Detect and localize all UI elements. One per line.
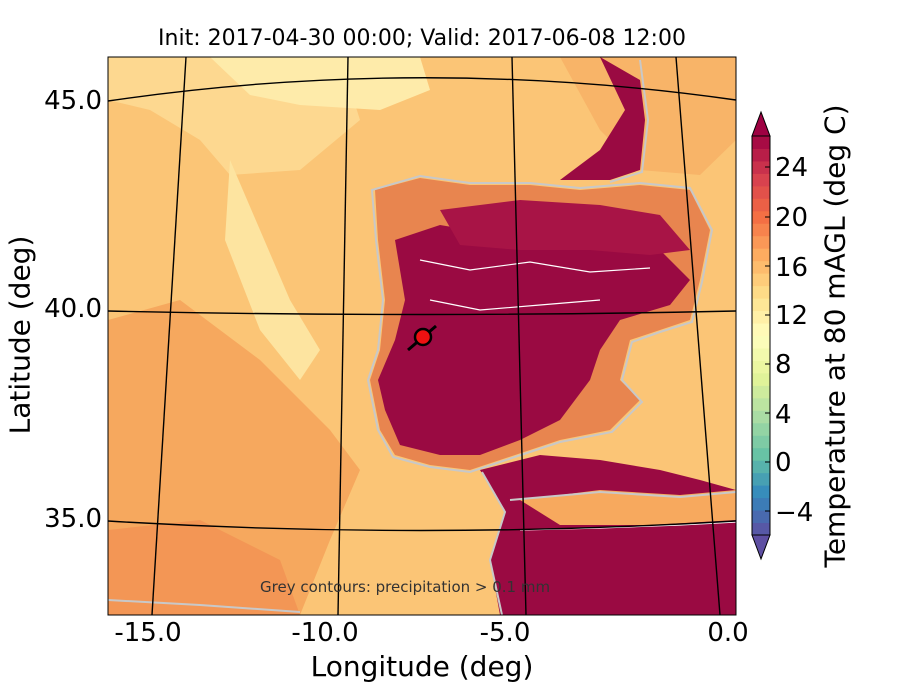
colorbar-segment bbox=[752, 497, 770, 511]
colorbar-segment bbox=[752, 285, 770, 299]
graticule-lon-15 bbox=[151, 57, 187, 615]
colorbar-segment bbox=[752, 210, 770, 224]
x-tick-minus15: -15.0 bbox=[114, 618, 182, 648]
colorbar-segment bbox=[752, 510, 770, 524]
colorbar-tick-16: 16 bbox=[775, 253, 809, 283]
field-coolest-north bbox=[210, 57, 430, 110]
colorbar-tick-20: 20 bbox=[775, 203, 809, 233]
colorbar-segment bbox=[752, 347, 770, 361]
colorbar-segment bbox=[752, 148, 770, 162]
graticule-lat-35 bbox=[108, 520, 736, 532]
colorbar-segment bbox=[752, 260, 770, 274]
field-iberia-hot bbox=[378, 225, 690, 455]
colorbar-segment bbox=[752, 385, 770, 399]
field-mediterranean bbox=[520, 490, 736, 525]
colorbar-extend-top bbox=[751, 110, 771, 137]
colorbar-segment bbox=[752, 410, 770, 424]
colorbar-tick-8: 8 bbox=[775, 350, 792, 380]
graticule-lat-45 bbox=[108, 77, 736, 102]
colorbar-segment bbox=[752, 185, 770, 199]
colorbar-segment bbox=[752, 397, 770, 411]
graticule-lon-0 bbox=[675, 57, 721, 615]
y-tick-45: 45.0 bbox=[44, 86, 102, 116]
x-tick-minus10: -10.0 bbox=[291, 618, 359, 648]
marker-dot bbox=[413, 327, 433, 347]
colorbar-frame bbox=[751, 135, 771, 536]
colorbar-segment bbox=[752, 335, 770, 349]
colorbar-segment bbox=[752, 173, 770, 187]
graticule-lon-10 bbox=[337, 57, 349, 615]
colorbar-segment bbox=[752, 136, 770, 149]
graticule-lat-40 bbox=[108, 310, 736, 316]
colorbar-segment bbox=[752, 372, 770, 386]
colorbar-segment bbox=[752, 160, 770, 174]
y-tick-35: 35.0 bbox=[44, 504, 102, 534]
colorbar-segment bbox=[752, 447, 770, 461]
colorbar-segment bbox=[752, 522, 770, 536]
colorbar bbox=[751, 110, 771, 561]
colorbar-extend-bottom bbox=[751, 534, 771, 561]
colorbar-tick-minus4: −4 bbox=[775, 498, 814, 528]
colorbar-segment bbox=[752, 198, 770, 212]
temperature-field bbox=[108, 57, 736, 615]
colorbar-segment bbox=[752, 273, 770, 287]
x-tick-0: 0.0 bbox=[707, 618, 749, 648]
precipitation-note: Grey contours: precipitation > 0.1 mm bbox=[260, 578, 551, 596]
field-france-hot bbox=[560, 57, 645, 180]
colorbar-segment bbox=[752, 235, 770, 249]
colorbar-segment bbox=[752, 360, 770, 374]
graticule bbox=[108, 57, 736, 615]
colorbar-segment bbox=[752, 460, 770, 474]
chart-title: Init: 2017-04-30 00:00; Valid: 2017-06-0… bbox=[158, 26, 686, 51]
colorbar-tick-12: 12 bbox=[775, 301, 809, 331]
colorbar-tick-0: 0 bbox=[775, 448, 792, 478]
colorbar-segment bbox=[752, 223, 770, 237]
x-tick-minus5: -5.0 bbox=[479, 618, 531, 648]
precipitation-contours bbox=[108, 59, 736, 615]
colorbar-segment bbox=[752, 323, 770, 336]
x-axis-label: Longitude (deg) bbox=[310, 650, 534, 683]
location-marker bbox=[407, 324, 437, 352]
field-iberia-north-hot bbox=[440, 200, 690, 255]
y-tick-40: 40.0 bbox=[44, 294, 102, 324]
colorbar-segment bbox=[752, 485, 770, 499]
colorbar-tick-4: 4 bbox=[775, 400, 792, 430]
colorbar-segment bbox=[752, 248, 770, 262]
colorbar-tick-24: 24 bbox=[775, 153, 809, 183]
colorbar-segment bbox=[752, 472, 770, 486]
colorbar-segment bbox=[752, 310, 770, 324]
colorbar-segment bbox=[752, 422, 770, 436]
field-cool-band bbox=[225, 160, 320, 380]
colorbar-segment bbox=[752, 298, 770, 312]
colorbar-segment bbox=[752, 435, 770, 449]
graticule-lon-5 bbox=[511, 57, 527, 615]
plot-frame bbox=[107, 56, 737, 616]
